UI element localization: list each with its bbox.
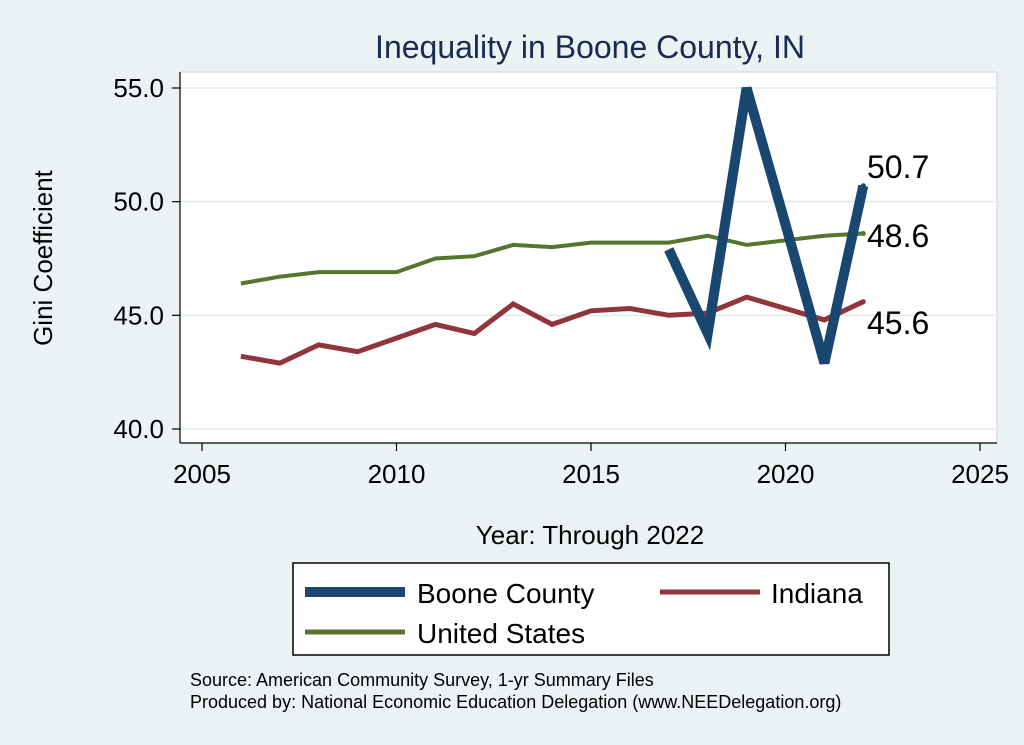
series-line-indiana [240, 294, 865, 366]
end-label-boone-county: 50.7 [867, 149, 929, 185]
end-point-indiana [860, 299, 866, 305]
chart-title: Inequality in Boone County, IN [375, 29, 805, 65]
x-tick-label: 2025 [951, 459, 1009, 489]
x-axis: 2005 2010 2015 2020 2025 [173, 442, 1009, 489]
x-tick-label: 2005 [173, 459, 231, 489]
y-tick-label: 55.0 [113, 73, 164, 103]
x-tick-label: 2020 [757, 459, 815, 489]
end-label-indiana: 45.6 [867, 305, 929, 341]
legend-box [292, 562, 890, 656]
series-line-united-states [240, 231, 864, 286]
series-line-boone-county [664, 86, 869, 365]
legend: Boone County Indiana United States [292, 562, 890, 656]
y-tick-label: 50.0 [113, 187, 164, 217]
end-point-united-states [860, 230, 866, 236]
y-tick-label: 40.0 [113, 414, 164, 444]
x-tick-label: 2010 [368, 459, 426, 489]
plot-area [179, 71, 998, 444]
legend-label-indiana: Indiana [771, 578, 863, 609]
end-labels: 50.7 45.6 48.6 [867, 149, 929, 341]
x-tick-label: 2015 [562, 459, 620, 489]
end-point-boone-county [860, 183, 866, 189]
source-note: Source: American Community Survey, 1-yr … [190, 670, 654, 690]
y-axis: 40.0 45.0 50.0 55.0 [113, 72, 181, 444]
series-layer [240, 86, 869, 366]
x-axis-label: Year: Through 2022 [476, 520, 704, 550]
legend-label-boone-county: Boone County [417, 578, 594, 609]
end-label-united-states: 48.6 [867, 218, 929, 254]
y-tick-label: 45.0 [113, 300, 164, 330]
producer-note: Produced by: National Economic Education… [190, 692, 841, 712]
legend-label-united-states: United States [417, 618, 585, 649]
y-axis-label: Gini Coefficient [28, 169, 58, 346]
grid-lines [180, 87, 997, 430]
